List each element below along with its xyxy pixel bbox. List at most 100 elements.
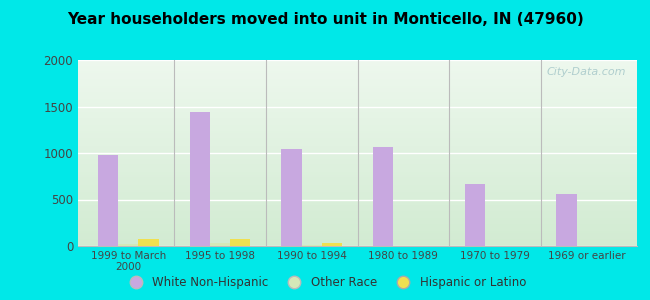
Bar <box>78 200 637 201</box>
Bar <box>78 229 637 231</box>
Bar <box>78 242 637 244</box>
Bar <box>78 214 637 216</box>
Bar <box>78 94 637 95</box>
Bar <box>78 127 637 129</box>
Bar <box>78 77 637 79</box>
Bar <box>78 203 637 205</box>
Bar <box>118 244 138 246</box>
Bar <box>78 138 637 140</box>
Bar <box>78 118 637 119</box>
Bar <box>78 60 637 62</box>
Bar <box>78 140 637 142</box>
Bar <box>78 181 637 183</box>
Bar <box>78 123 637 125</box>
Bar <box>322 243 342 246</box>
Bar <box>78 160 637 162</box>
Bar <box>78 122 637 123</box>
Bar <box>78 103 637 105</box>
Bar <box>78 79 637 80</box>
Bar <box>485 245 505 246</box>
Bar <box>78 108 637 110</box>
Bar <box>78 144 637 146</box>
Bar <box>78 153 637 155</box>
Bar <box>556 194 577 246</box>
Bar <box>78 212 637 214</box>
Bar <box>78 183 637 184</box>
Bar <box>78 86 637 88</box>
Bar <box>505 245 525 246</box>
Bar <box>78 151 637 153</box>
Bar <box>78 164 637 166</box>
Bar <box>98 155 118 246</box>
Bar <box>597 245 617 246</box>
Bar <box>78 73 637 75</box>
Bar <box>78 179 637 181</box>
Bar <box>78 90 637 92</box>
Bar <box>78 188 637 190</box>
Bar <box>78 216 637 218</box>
Bar <box>78 170 637 172</box>
Bar <box>78 207 637 209</box>
Bar <box>210 243 230 246</box>
Bar <box>78 146 637 147</box>
Text: City-Data.com: City-Data.com <box>546 68 626 77</box>
Bar <box>413 245 434 246</box>
Bar <box>78 244 637 246</box>
Bar <box>78 116 637 118</box>
Bar <box>78 142 637 144</box>
Bar <box>78 190 637 192</box>
Text: Year householders moved into unit in Monticello, IN (47960): Year householders moved into unit in Mon… <box>66 12 584 27</box>
Bar <box>78 92 637 94</box>
Bar <box>78 84 637 86</box>
Bar <box>78 80 637 82</box>
Bar <box>78 99 637 101</box>
Bar <box>78 240 637 242</box>
Bar <box>78 147 637 149</box>
Bar <box>78 233 637 235</box>
Bar <box>78 194 637 196</box>
Bar <box>78 220 637 222</box>
Bar <box>78 129 637 131</box>
Bar <box>373 147 393 246</box>
Bar <box>78 101 637 103</box>
Bar <box>78 205 637 207</box>
Bar <box>78 71 637 73</box>
Bar <box>78 198 637 200</box>
Bar <box>78 69 637 71</box>
Bar <box>230 239 250 246</box>
Bar <box>78 173 637 175</box>
Bar <box>78 110 637 112</box>
Bar <box>78 125 637 127</box>
Bar <box>78 68 637 69</box>
Bar <box>78 224 637 226</box>
Bar <box>190 112 210 246</box>
Bar <box>78 66 637 68</box>
Bar <box>78 119 637 122</box>
Bar <box>78 222 637 224</box>
Bar <box>281 149 302 246</box>
Bar <box>78 134 637 136</box>
Bar <box>78 187 637 188</box>
Bar <box>78 136 637 138</box>
Bar <box>78 209 637 211</box>
Bar <box>78 184 637 187</box>
Bar <box>78 211 637 212</box>
Bar <box>78 133 637 134</box>
Bar <box>577 245 597 246</box>
Bar <box>302 245 322 246</box>
Bar <box>78 172 637 173</box>
Bar <box>78 131 637 133</box>
Bar <box>78 64 637 66</box>
Bar <box>78 114 637 116</box>
Bar <box>78 196 637 198</box>
Bar <box>78 226 637 227</box>
Bar <box>78 168 637 170</box>
Bar <box>78 97 637 99</box>
Bar <box>78 106 637 108</box>
Bar <box>78 201 637 203</box>
Bar <box>78 88 637 90</box>
Bar <box>393 245 413 246</box>
Bar <box>78 157 637 159</box>
Bar <box>78 105 637 106</box>
Bar <box>78 218 637 220</box>
